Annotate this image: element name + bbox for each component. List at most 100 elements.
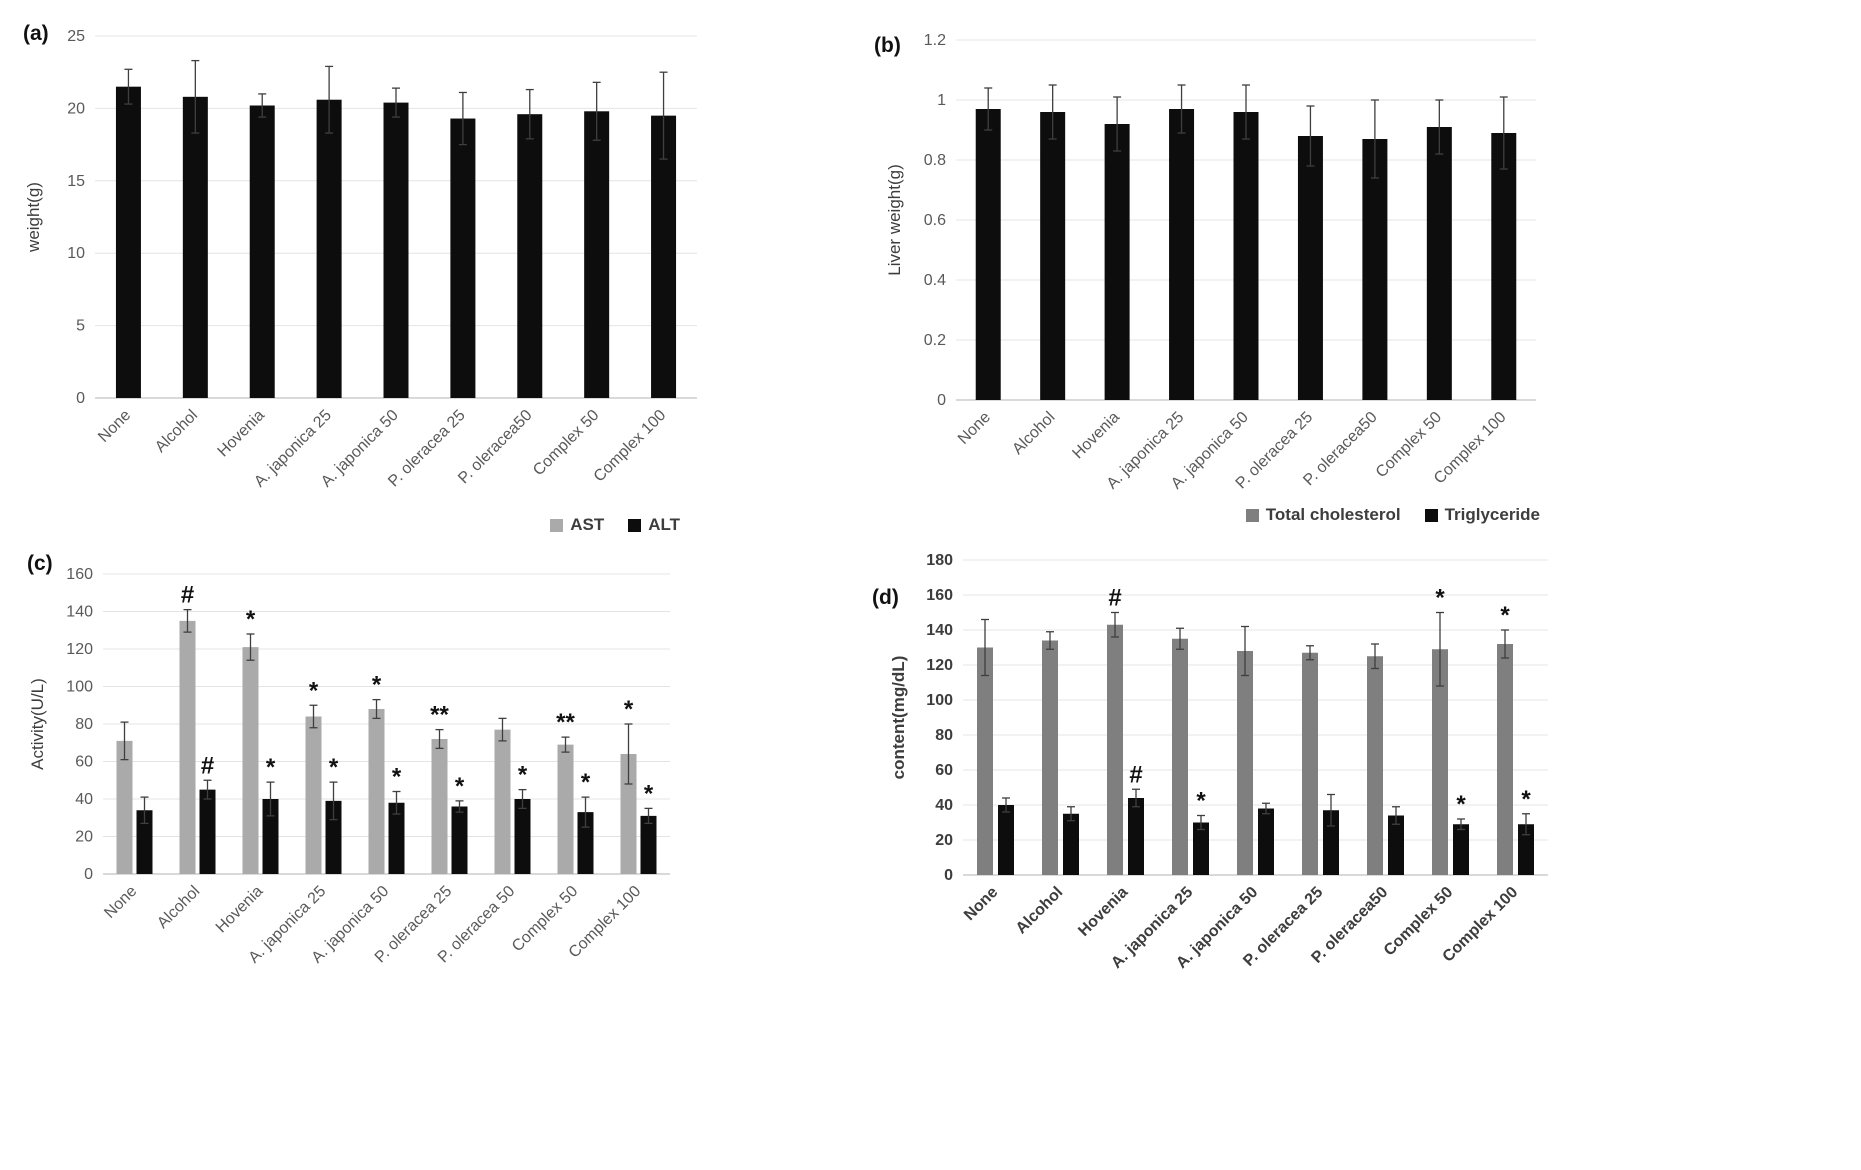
- bar-d-total-cholesterol-7: [1432, 649, 1448, 875]
- legend-swatch-icon: [1424, 508, 1438, 522]
- x-tick-label: Complex 100: [591, 407, 670, 486]
- y-tick-label: 0: [84, 866, 93, 883]
- y-tick-label: 80: [75, 716, 93, 733]
- bar-b-series0-4: [1233, 112, 1259, 400]
- significance-marker: *: [266, 754, 276, 781]
- significance-marker: *: [309, 677, 319, 704]
- significance-marker: *: [624, 696, 634, 723]
- legend-swatch-icon: [628, 518, 642, 532]
- bar-d-total-cholesterol-2: [1107, 624, 1123, 875]
- bar-c-ast-3: [305, 716, 322, 874]
- chart-c-ast-alt: 0 20 40 60 80 100 120 140 160 # * * * ** ** * # * * * * * * * No…: [15, 542, 720, 997]
- y-tick-label: 0.6: [924, 212, 946, 229]
- y-tick-label: 100: [66, 679, 93, 696]
- bar-d-triglyceride-3: [1193, 822, 1209, 875]
- bar-d-triglyceride-8: [1518, 824, 1534, 875]
- bar-d-triglyceride-7: [1453, 824, 1469, 875]
- legend-swatch-icon: [550, 518, 564, 532]
- y-tick-label: 180: [926, 552, 953, 569]
- significance-marker: #: [201, 752, 214, 779]
- legend-label: AST: [570, 515, 605, 534]
- y-tick-label: 0: [944, 867, 953, 884]
- y-tick-label: 25: [67, 28, 85, 45]
- bar-c-ast-0: [116, 740, 133, 874]
- bar-c-alt-6: [514, 799, 531, 874]
- bar-d-total-cholesterol-1: [1042, 640, 1058, 875]
- panel-label-c: (c): [27, 552, 53, 575]
- bar-d-triglyceride-1: [1063, 813, 1079, 875]
- bar-c-ast-5: [431, 739, 448, 874]
- y-tick-label: 60: [75, 754, 93, 771]
- x-tick-label: None: [961, 884, 1001, 924]
- bar-c-alt-1: [199, 789, 216, 874]
- legend-item-total-cholesterol: Total cholesterol: [1245, 505, 1401, 525]
- y-tick-label: 40: [75, 791, 93, 808]
- legend-label: Total cholesterol: [1265, 505, 1401, 524]
- x-tick-label: Hovenia: [1069, 409, 1123, 463]
- bar-b-series0-2: [1104, 124, 1130, 400]
- legend-label: ALT: [648, 515, 680, 534]
- significance-marker: *: [1521, 786, 1531, 813]
- bar-b-series0-8: [1491, 133, 1517, 400]
- significance-marker: **: [430, 702, 449, 729]
- bar-a-series0-5: [450, 118, 476, 398]
- significance-marker: *: [581, 769, 591, 796]
- bar-d-triglyceride-0: [998, 805, 1014, 875]
- bar-b-series0-1: [1040, 112, 1066, 400]
- y-axis-title: Liver weight(g): [885, 164, 904, 276]
- bar-d-total-cholesterol-3: [1172, 638, 1188, 875]
- bar-b-series0-0: [975, 109, 1001, 400]
- bar-d-total-cholesterol-0: [977, 647, 993, 875]
- y-tick-label: 0.4: [924, 272, 946, 289]
- y-tick-label: 140: [926, 622, 953, 639]
- chart-svg-d: 0 20 40 60 80 100 120 140 160 180 # * * # * * * None Alcoh…: [889, 552, 1548, 972]
- x-tick-label: Hovenia: [1075, 884, 1131, 940]
- legend-cholesterol-triglyceride: Total cholesterol Triglyceride: [868, 498, 1568, 532]
- significance-marker: *: [1196, 788, 1206, 815]
- x-tick-label: Hovenia: [213, 883, 267, 937]
- bar-d-triglyceride-2: [1128, 798, 1144, 875]
- chart-a-body-weight: 0 5 10 15 20 25 None Alcohol Hovenia A. japonica …: [15, 6, 725, 521]
- bar-c-ast-6: [494, 729, 511, 874]
- x-tick-label: Alcohol: [154, 883, 203, 932]
- bar-a-series0-3: [316, 99, 342, 398]
- legend-item-triglyceride: Triglyceride: [1424, 505, 1540, 525]
- significance-marker: #: [181, 582, 194, 609]
- significance-marker: #: [1129, 761, 1142, 788]
- bar-c-alt-0: [136, 810, 153, 874]
- y-tick-label: 20: [67, 100, 85, 117]
- chart-b-liver-weight: 0 0.2 0.4 0.6 0.8 1 1.2 None Alcohol Hovenia A. ja…: [868, 2, 1558, 535]
- significance-marker: *: [329, 754, 339, 781]
- y-tick-label: 160: [66, 566, 93, 583]
- significance-marker: **: [556, 709, 575, 736]
- x-tick-label: None: [101, 883, 140, 922]
- bar-b-series0-7: [1426, 127, 1452, 400]
- bar-c-alt-5: [451, 806, 468, 874]
- bar-c-alt-2: [262, 799, 279, 874]
- x-tick-label: Alcohol: [152, 407, 201, 456]
- y-tick-label: 80: [935, 727, 953, 744]
- significance-marker: *: [392, 764, 402, 791]
- y-tick-label: 20: [75, 829, 93, 846]
- y-tick-label: 100: [926, 692, 953, 709]
- bar-d-triglyceride-4: [1258, 808, 1274, 875]
- panel-b-liver-weight: (b) 0 0.2 0.4 0.6 0.8 1 1.2 None Alcohol Hovenia A…: [868, 2, 1558, 535]
- legend-swatch-icon: [1245, 508, 1259, 522]
- bar-c-ast-1: [179, 620, 196, 874]
- y-tick-label: 120: [926, 657, 953, 674]
- bar-d-total-cholesterol-4: [1237, 651, 1253, 875]
- significance-marker: *: [455, 773, 465, 800]
- bar-d-total-cholesterol-8: [1497, 644, 1513, 875]
- legend-ast-alt: AST ALT: [15, 508, 720, 542]
- bar-c-ast-4: [368, 709, 385, 874]
- y-tick-label: 1: [937, 92, 946, 109]
- panel-label-a: (a): [23, 22, 49, 45]
- bar-a-series0-6: [517, 114, 543, 398]
- significance-marker: *: [1456, 791, 1466, 818]
- y-tick-label: 20: [935, 832, 953, 849]
- y-tick-label: 15: [67, 173, 85, 190]
